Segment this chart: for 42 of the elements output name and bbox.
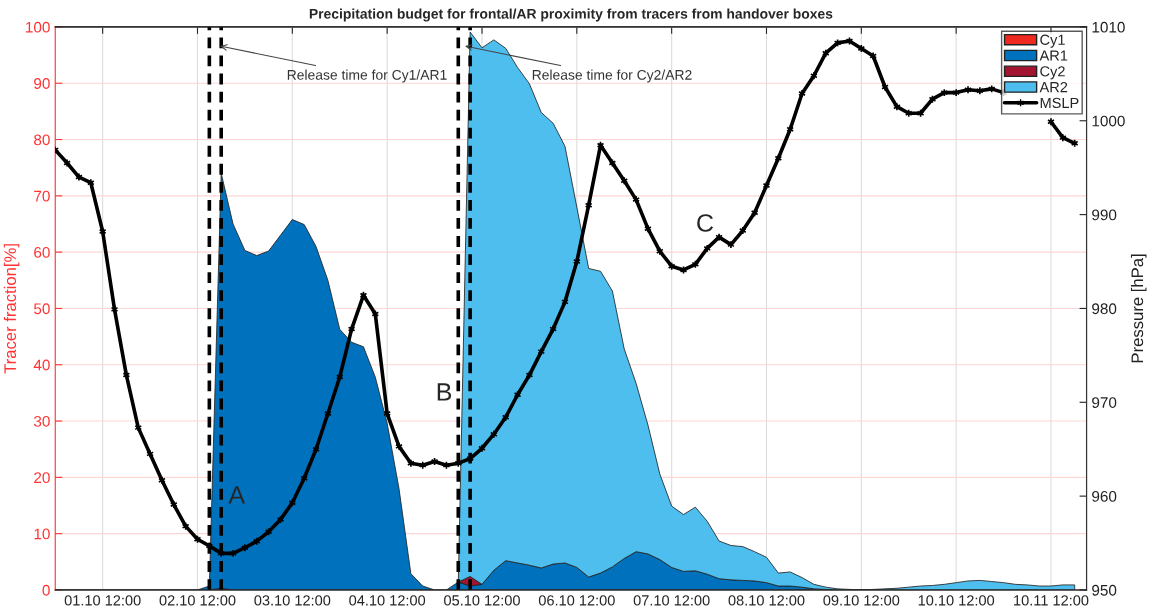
annotation: Release time for Cy2/AR2: [532, 69, 692, 83]
legend-label: Cy2: [1040, 66, 1065, 80]
x-tick-label: 05.10 12:00: [444, 595, 520, 606]
legend-label: MSLP: [1040, 97, 1079, 109]
x-tick-label: 04.10 12:00: [349, 595, 426, 606]
x-tick-label: 10.11 12:00: [1014, 595, 1089, 606]
x-tick-label: 09.10 12:00: [823, 595, 900, 606]
y-tick-label: 100: [26, 21, 50, 33]
x-tick-label: 06.10 12:00: [538, 595, 615, 606]
y-tick-label: 70: [34, 190, 50, 202]
x-tick-label: 01.10 12:00: [64, 595, 141, 606]
y-tick-label: 50: [34, 303, 50, 315]
y2-tick-label: 980: [1092, 303, 1117, 315]
y-tick-label: 60: [34, 247, 50, 258]
y-axis-title: Tracer fraction[%]: [3, 244, 20, 374]
y-tick-label: 20: [34, 472, 50, 484]
y-tick-label: 30: [33, 415, 50, 427]
y2-tick-label: 960: [1092, 491, 1117, 502]
x-tick-label: 03.10 12:00: [254, 595, 331, 606]
x-tick-label: 07.10 12:00: [633, 595, 710, 606]
legend-label: AR2: [1039, 81, 1068, 93]
annotation: A: [228, 486, 246, 504]
y2-tick-label: 1010: [1092, 21, 1125, 33]
x-tick-label: 02.10 12:00: [159, 595, 236, 606]
y2-axis-title: Pressure [hPa]: [1130, 254, 1147, 363]
y-tick-label: 0: [42, 584, 50, 596]
legend-label: Cy1: [1040, 34, 1065, 48]
y-tick-label: 80: [34, 134, 50, 146]
x-tick-label: 08.10 12:00: [728, 595, 805, 606]
y-tick-label: 10: [34, 528, 50, 540]
y2-tick-label: 970: [1092, 397, 1117, 408]
annotation: C: [697, 214, 714, 232]
annotation: B: [437, 383, 452, 401]
y-tick-label: 40: [33, 359, 50, 371]
y2-tick-label: 950: [1092, 584, 1117, 596]
y-tick-label: 90: [34, 78, 50, 89]
chart-title: Precipitation budget for frontal/AR proximity from tracers from handover boxes: [309, 8, 833, 22]
annotation: Release time for Cy1/AR1: [287, 69, 447, 83]
y2-tick-label: 990: [1092, 209, 1117, 221]
legend-label: AR1: [1039, 50, 1068, 61]
x-tick-label: 10.10 12:00: [918, 595, 995, 606]
y2-tick-label: 1000: [1092, 115, 1125, 127]
